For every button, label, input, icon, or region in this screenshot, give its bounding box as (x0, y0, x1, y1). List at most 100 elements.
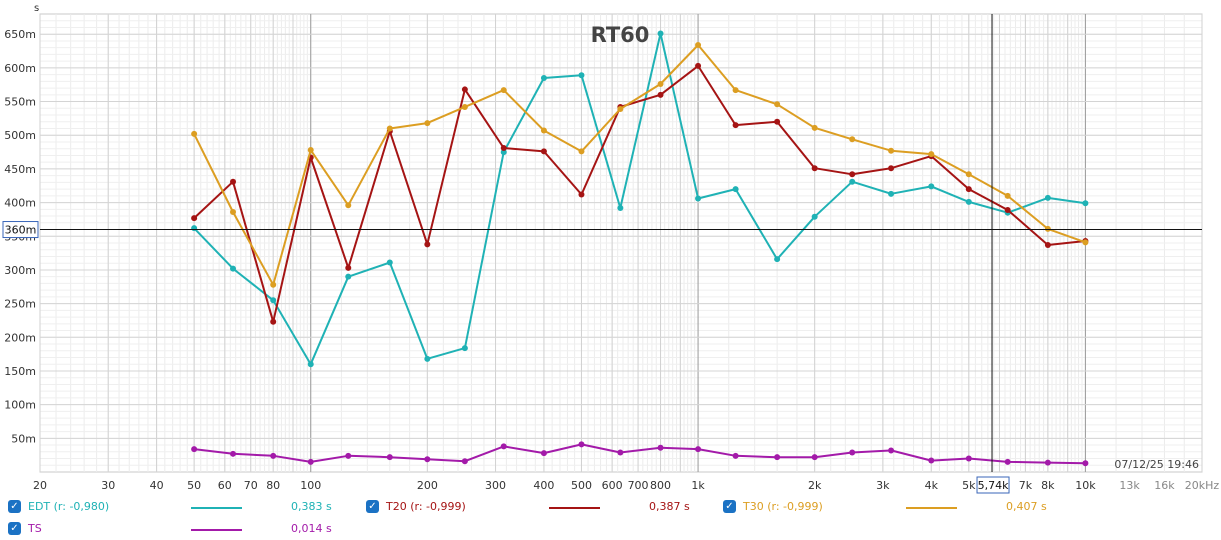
legend-item-ts[interactable]: ✓ TS 0,014 s (8, 518, 368, 540)
t20-point (849, 171, 856, 178)
y-tick-label: 250m (4, 298, 36, 311)
edt-point (811, 213, 818, 220)
t30-line (193, 44, 1086, 286)
t20-point (540, 148, 547, 155)
edt-point (657, 30, 664, 37)
edt-point (732, 186, 739, 193)
x-tick-label: 60 (218, 479, 232, 492)
y-tick-label: 550m (4, 96, 36, 109)
x-axis-tick-labels: 20 30 40 50 60 70 80 100 200 300 400 500 600 700 800 1k… (33, 479, 1219, 492)
t20-line (193, 64, 1086, 323)
edt-point (928, 183, 935, 190)
ts-point (191, 446, 198, 453)
t30-point (270, 281, 277, 288)
y-tick-label: 300m (4, 264, 36, 277)
t30-point (1004, 192, 1011, 199)
x-tick-label: 70 (244, 479, 258, 492)
t20-point (270, 318, 277, 325)
t30-point (849, 136, 856, 143)
ts-point (1044, 459, 1051, 466)
ts-legend-value: 0,014 s (291, 522, 332, 535)
ts-point (540, 450, 547, 457)
edt-checkbox[interactable]: ✓ (8, 500, 21, 513)
ts-point (695, 446, 702, 453)
t30-checkbox[interactable]: ✓ (723, 500, 736, 513)
ts-point (617, 449, 624, 456)
y-tick-label: 650m (4, 28, 36, 41)
edt-point (270, 297, 277, 304)
t20-legend-swatch (549, 507, 600, 509)
t20-point (191, 215, 198, 222)
x-tick-label: 600 (602, 479, 623, 492)
ts-point (732, 452, 739, 459)
t20-point (657, 91, 664, 98)
edt-point (774, 256, 781, 263)
edt-point (540, 74, 547, 81)
edt-point (617, 204, 624, 211)
x-tick-label: 2k (808, 479, 822, 492)
rt60-chart: 20 30 40 50 60 70 80 100 200 300 400 500 600 700 800 1k… (2, 3, 1219, 494)
t30-point (1082, 239, 1089, 246)
y-tick-label: 600m (4, 62, 36, 75)
edt-point (307, 361, 314, 368)
cursor[interactable]: 360m 5,74k (2, 14, 1202, 494)
y-tick-label: 200m (4, 331, 36, 344)
t30-point (1044, 225, 1051, 232)
t20-legend-value: 0,387 s (649, 500, 690, 513)
t20-point (461, 86, 468, 93)
x-tick-label: 4k (925, 479, 939, 492)
x-tick-label: 7k (1019, 479, 1033, 492)
y-tick-label: 450m (4, 163, 36, 176)
t30-point (657, 81, 664, 88)
x-tick-label: 100 (300, 479, 321, 492)
t30-point (461, 103, 468, 110)
ts-point (965, 455, 972, 462)
x-tick-label: 50 (187, 479, 201, 492)
ts-series (191, 441, 1089, 467)
t20-checkbox[interactable]: ✓ (366, 500, 379, 513)
t20-point (732, 122, 739, 129)
t20-point (1004, 206, 1011, 213)
ts-point (270, 452, 277, 459)
legend-item-t20[interactable]: ✓ T20 (r: -0,999) 0,387 s (366, 496, 726, 518)
edt-point (230, 265, 237, 272)
chart-title: RT60 (591, 23, 650, 47)
x-tick-label: 20kHz (1185, 479, 1220, 492)
ts-point (811, 454, 818, 461)
cursor-x-label: 5,74k (978, 479, 1009, 492)
legend-item-edt[interactable]: ✓ EDT (r: -0,980) 0,383 s (8, 496, 368, 518)
edt-line (193, 32, 1086, 366)
t30-point (500, 87, 507, 94)
t30-point (811, 124, 818, 131)
ts-checkbox[interactable]: ✓ (8, 522, 21, 535)
t20-point (424, 241, 431, 248)
x-tick-label: 3k (876, 479, 890, 492)
x-tick-label: 800 (650, 479, 671, 492)
ts-point (1004, 458, 1011, 465)
edt-point (1082, 200, 1089, 207)
edt-point (849, 178, 856, 185)
x-tick-label: 200 (417, 479, 438, 492)
t20-point (774, 118, 781, 125)
ts-point (657, 444, 664, 451)
cursor-x-label-box (976, 476, 1010, 494)
t30-point (774, 101, 781, 108)
y-tick-label: 500m (4, 129, 36, 142)
x-tick-label: 300 (485, 479, 506, 492)
t20-point (1044, 242, 1051, 249)
ts-point (424, 456, 431, 463)
ts-point (578, 441, 585, 448)
t20-point (500, 145, 507, 152)
edt-point (695, 195, 702, 202)
x-tick-label: 500 (571, 479, 592, 492)
ts-point (500, 443, 507, 450)
t30-point (928, 151, 935, 158)
edt-point (965, 198, 972, 205)
edt-legend-swatch (191, 507, 242, 509)
t30-point (191, 130, 198, 137)
t20-point (888, 165, 895, 172)
t30-legend-label: T30 (r: -0,999) (743, 500, 823, 513)
t30-point (695, 41, 702, 48)
legend-item-t30[interactable]: ✓ T30 (r: -0,999) 0,407 s (723, 496, 1083, 518)
t30-legend-swatch (906, 507, 957, 509)
